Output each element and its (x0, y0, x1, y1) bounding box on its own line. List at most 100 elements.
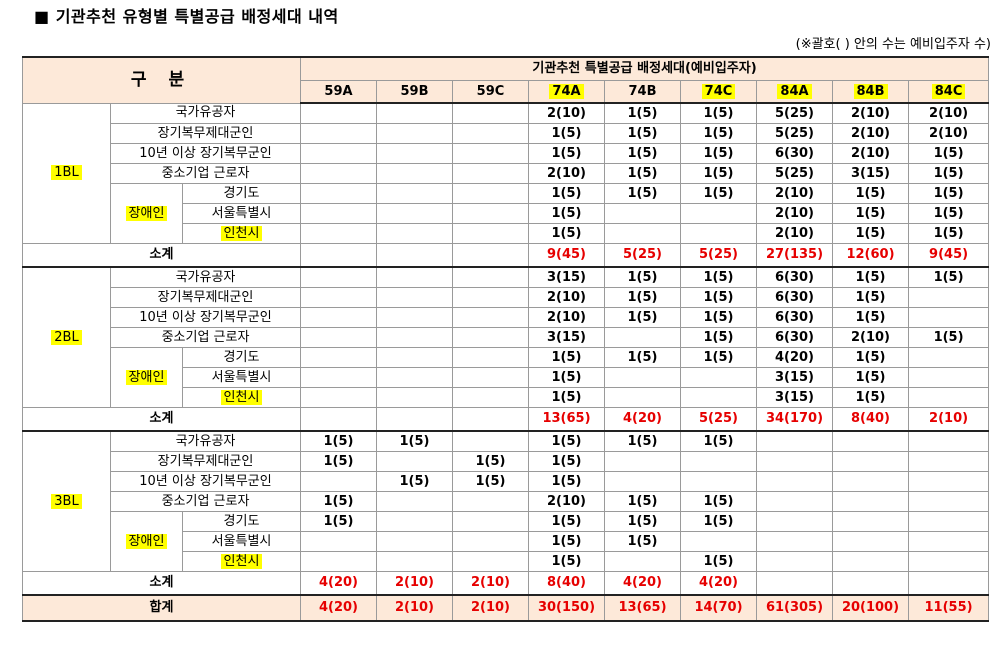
value-cell (832, 491, 909, 512)
value-cell (907, 287, 990, 308)
value-cell: 1(5) (604, 123, 681, 144)
subtotal-cell (300, 407, 377, 432)
disabled-label: 장애인 (125, 205, 168, 221)
value-cell (680, 203, 757, 224)
value-cell: 1(5) (604, 183, 681, 204)
header-type-84b: 84B (832, 80, 909, 104)
value-cell (604, 367, 681, 388)
subtotal-cell: 4(20) (300, 571, 377, 596)
value-cell: 5(25) (756, 123, 833, 144)
table-row: 10년 이상 장기복무군인 1(5) 1(5) 1(5) (23, 471, 990, 492)
subtotal-cell: 9(45) (528, 243, 605, 268)
value-cell: 2(10) (528, 102, 605, 124)
disabled-group-label: 장애인 (110, 347, 183, 408)
total-cell: 2(10) (376, 594, 453, 622)
value-cell: 2(10) (756, 183, 833, 204)
value-cell (604, 451, 681, 472)
total-cell: 11(55) (907, 594, 990, 622)
value-cell (832, 531, 909, 552)
value-cell (300, 551, 377, 572)
value-cell (907, 430, 990, 452)
table-row: 2BL 국가유공자 3(15) 1(5) 1(5) 6(30) 1(5) 1(5) (22, 266, 990, 408)
value-cell: 1(5) (604, 511, 681, 532)
subtotal-cell: 5(25) (604, 243, 681, 268)
value-cell: 1(5) (907, 163, 990, 184)
header-category: 구 분 (22, 56, 301, 104)
value-cell: 1(5) (300, 430, 377, 452)
value-cell (756, 430, 833, 452)
value-cell (680, 451, 757, 472)
total-row: 합계 4(20) 2(10) 2(10) 30(150) 13(65) 14(70) 61(3… (22, 594, 990, 622)
value-cell: 1(5) (300, 491, 377, 512)
value-cell: 1(5) (528, 143, 605, 164)
value-cell: 1(5) (528, 531, 605, 552)
table-row: 서울특별시 1(5) 2(10) 1(5) 1(5) (23, 203, 990, 224)
value-cell (452, 223, 529, 244)
value-cell: 1(5) (907, 183, 990, 204)
value-cell (452, 551, 529, 572)
value-cell (376, 491, 453, 512)
value-cell: 3(15) (756, 367, 833, 388)
value-cell (756, 551, 833, 572)
row-label: 중소기업 근로자 (110, 491, 301, 512)
value-cell (452, 203, 529, 224)
value-cell (832, 551, 909, 572)
value-cell (452, 327, 529, 348)
value-cell: 2(10) (832, 327, 909, 348)
value-cell (604, 387, 681, 408)
value-cell (300, 123, 377, 144)
subtotal-cell (907, 571, 990, 596)
value-cell (300, 102, 377, 124)
value-cell (907, 367, 990, 388)
value-cell: 1(5) (604, 491, 681, 512)
header-type-label: 84B (853, 83, 888, 99)
header-type-59a: 59A (300, 80, 377, 104)
value-cell (907, 387, 990, 408)
total-cell: 4(20) (300, 594, 377, 622)
table-row: 중소기업 근로자 3(15) 1(5) 6(30) 2(10) 1(5) (23, 327, 990, 348)
header-type-label: 59C (476, 83, 505, 99)
value-cell: 1(5) (604, 266, 681, 288)
subtotal-cell: 9(45) (907, 243, 990, 268)
value-cell: 5(25) (756, 163, 833, 184)
value-cell: 1(5) (680, 123, 757, 144)
table-row: 중소기업 근로자 2(10) 1(5) 1(5) 5(25) 3(15) 1(5) (23, 163, 990, 184)
block-name: 1BL (51, 165, 82, 181)
value-cell (376, 102, 453, 124)
value-cell (376, 367, 453, 388)
value-cell: 6(30) (756, 143, 833, 164)
row-label-text: 서울특별시 (211, 533, 272, 549)
value-cell: 1(5) (680, 491, 757, 512)
value-cell (300, 531, 377, 552)
value-cell (376, 451, 453, 472)
block-label: 3BL (22, 430, 111, 572)
row-label-text: 서울특별시 (211, 369, 272, 385)
table-row: 장기복무제대군인 2(10) 1(5) 1(5) 6(30) 1(5) (23, 287, 990, 308)
value-cell: 1(5) (832, 387, 909, 408)
value-cell (452, 347, 529, 368)
row-label-text: 인천시 (220, 389, 263, 405)
value-cell (376, 183, 453, 204)
total-cell: 20(100) (832, 594, 909, 622)
value-cell: 1(5) (528, 223, 605, 244)
subtotal-cell (300, 243, 377, 268)
header-type-label: 84A (777, 83, 812, 99)
value-cell: 1(5) (680, 183, 757, 204)
value-cell (452, 143, 529, 164)
row-label-text: 서울특별시 (211, 205, 272, 221)
value-cell (907, 551, 990, 572)
value-cell (376, 223, 453, 244)
value-cell: 1(5) (680, 307, 757, 328)
value-cell: 1(5) (604, 531, 681, 552)
subtotal-cell: 8(40) (832, 407, 909, 432)
value-cell (604, 551, 681, 572)
value-cell (376, 327, 453, 348)
value-cell (907, 347, 990, 368)
table-row: 장기복무제대군인 1(5) 1(5) 1(5) (23, 451, 990, 472)
value-cell: 1(5) (452, 451, 529, 472)
value-cell (376, 307, 453, 328)
row-label: 경기도 (182, 511, 301, 532)
value-cell (604, 471, 681, 492)
value-cell: 1(5) (680, 287, 757, 308)
page-title: ■ 기관추천 유형별 특별공급 배정세대 내역 (34, 7, 339, 26)
